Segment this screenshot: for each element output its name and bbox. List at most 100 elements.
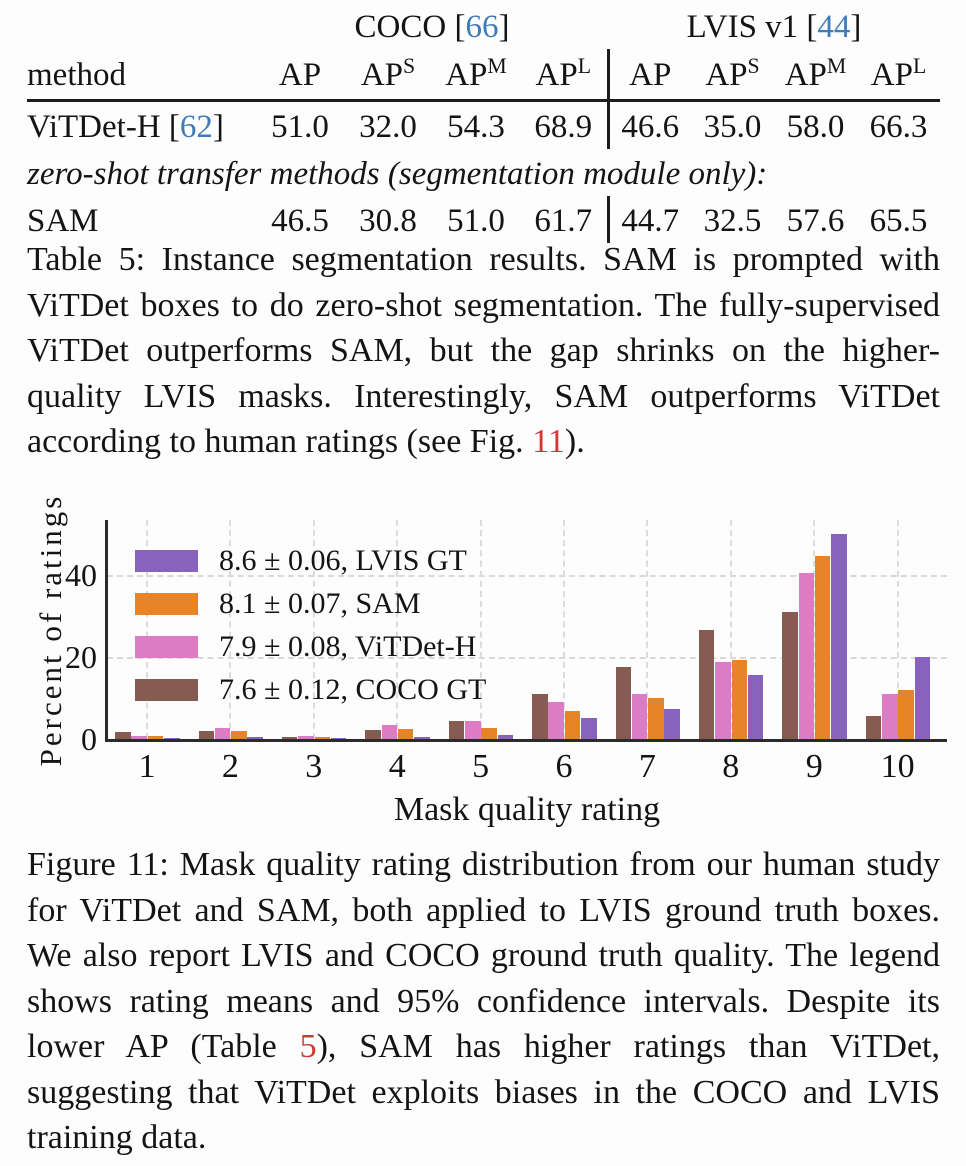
column-header-ap-s: APS	[344, 49, 432, 102]
x-axis-label: Mask quality rating	[393, 791, 661, 828]
group-header-coco: COCO [66]	[256, 4, 608, 49]
bar-coco-gt	[615, 667, 631, 739]
column-header-ap-s-2: APS	[691, 49, 774, 102]
bar-vitdet-h	[381, 725, 398, 739]
bar-coco-gt	[448, 720, 465, 739]
table-row-vitdet: ViTDet-H [62] 51.0 32.0 54.3 68.9 46.6 3…	[27, 100, 940, 149]
x-grid-line	[813, 520, 816, 739]
legend-swatch	[135, 593, 198, 615]
cell: 30.8	[359, 203, 417, 239]
column-header-ap-m-2: APM	[774, 49, 857, 102]
y-grid-line	[107, 574, 947, 577]
cell: 57.6	[786, 203, 845, 239]
cell: 46.5	[271, 203, 329, 239]
legend-label: 7.6 ± 0.12, COCO GT	[219, 673, 487, 706]
x-grid-line	[563, 520, 565, 739]
x-tick-label: 1	[138, 748, 156, 785]
x-grid-line	[729, 520, 732, 739]
group-header-lvis-close: ]	[850, 9, 862, 45]
results-table-grid: COCO [66] LVIS v1 [44] method AP APS APM…	[27, 4, 941, 243]
x-grid-line	[896, 520, 899, 739]
legend-label: 7.9 ± 0.08, ViTDet-H	[219, 630, 477, 663]
column-header-ap: AP	[256, 49, 344, 102]
cell: 54.3	[447, 109, 505, 145]
citation-ref-62[interactable]: 62	[179, 109, 213, 145]
bar-lvis-gt	[247, 736, 263, 739]
bar-sam	[731, 659, 747, 739]
x-tick-label: 2	[221, 748, 239, 785]
fig11-ref-link[interactable]: 11	[532, 423, 565, 460]
bar-lvis-gt	[831, 533, 847, 739]
cell: 66.3	[869, 109, 928, 145]
bar-sam	[397, 729, 414, 739]
y-tick-label: 40	[65, 556, 97, 593]
x-tick-label: 10	[880, 748, 915, 785]
bar-vitdet-h	[298, 736, 314, 739]
bar-coco-gt	[782, 611, 798, 739]
citation-ref-44[interactable]: 44	[817, 9, 851, 45]
bar-coco-gt	[532, 693, 548, 739]
cell: 44.7	[621, 203, 680, 239]
bar-sam	[481, 728, 497, 739]
table-caption-text: Table 5: Instance segmentation results. …	[27, 241, 940, 460]
bar-lvis-gt	[581, 718, 597, 739]
table-group-header-row: COCO [66] LVIS v1 [44]	[27, 4, 940, 49]
citation-ref-66[interactable]: 66	[465, 9, 499, 45]
cell: 58.0	[786, 109, 845, 145]
bar-lvis-gt	[664, 709, 680, 739]
method-cell-sam: SAM	[27, 203, 99, 239]
cell: 61.7	[520, 196, 610, 243]
legend-label: 8.6 ± 0.06, LVIS GT	[219, 544, 467, 577]
legend-swatch	[135, 550, 198, 572]
group-header-lvis-text: LVIS v1 [	[686, 9, 818, 45]
bar-coco-gt	[281, 736, 298, 739]
bar-lvis-gt	[414, 736, 430, 739]
column-header-ap-l: APL	[520, 49, 610, 102]
bar-coco-gt	[698, 630, 715, 739]
x-tick-label: 3	[305, 748, 323, 785]
x-grid-line	[479, 520, 482, 739]
bar-sam	[231, 731, 247, 739]
bar-vitdet-h	[798, 572, 815, 739]
bar-lvis-gt	[164, 738, 180, 739]
column-header-method: method	[27, 49, 256, 102]
bar-vitdet-h	[548, 702, 564, 739]
cell: 46.6	[621, 109, 680, 145]
cell: 32.5	[703, 203, 762, 239]
cell: 35.0	[703, 109, 762, 145]
y-axis-spine	[105, 520, 108, 742]
y-tick-label: 0	[81, 721, 97, 757]
table-row-sam: SAM 46.5 30.8 51.0 61.7 44.7 32.5 57.6 6…	[27, 196, 940, 243]
results-table: COCO [66] LVIS v1 [44] method AP APS APM…	[27, 4, 941, 243]
column-header-ap-l-2: APL	[857, 49, 941, 102]
bar-lvis-gt	[330, 738, 347, 739]
table5-ref-link[interactable]: 5	[299, 1028, 317, 1065]
x-axis-line	[105, 739, 947, 742]
cell: 68.9	[520, 100, 610, 149]
table-caption-end: ).	[564, 423, 585, 460]
bar-sam	[814, 556, 831, 739]
cell: 65.5	[869, 203, 928, 239]
bar-vitdet-h	[131, 736, 147, 739]
bar-sam	[147, 736, 164, 739]
figure-caption-text: Figure 11: Mask quality rating distribut…	[27, 846, 940, 1065]
legend-swatch	[135, 679, 198, 701]
group-header-coco-close: ]	[498, 9, 510, 45]
column-header-ap-2: AP	[608, 49, 691, 102]
bar-vitdet-h	[631, 693, 648, 739]
bar-lvis-gt	[914, 656, 931, 739]
bar-vitdet-h	[715, 661, 731, 739]
x-grid-line	[312, 520, 315, 739]
zero-shot-note: zero-shot transfer methods (segmentation…	[27, 156, 768, 192]
bar-sam	[648, 698, 664, 739]
legend-label: 8.1 ± 0.07, SAM	[219, 587, 421, 620]
figure-caption-end: ), SAM has higher ratings than ViTDet, s…	[27, 1028, 940, 1156]
method-cell-vitdet: ViTDet-H [62]	[27, 109, 224, 145]
legend-swatch	[135, 636, 198, 658]
bar-coco-gt	[365, 729, 381, 739]
x-tick-label: 4	[388, 748, 406, 785]
x-grid-line	[396, 520, 399, 739]
bar-vitdet-h	[465, 720, 481, 739]
group-header-lvis: LVIS v1 [44]	[608, 4, 940, 49]
